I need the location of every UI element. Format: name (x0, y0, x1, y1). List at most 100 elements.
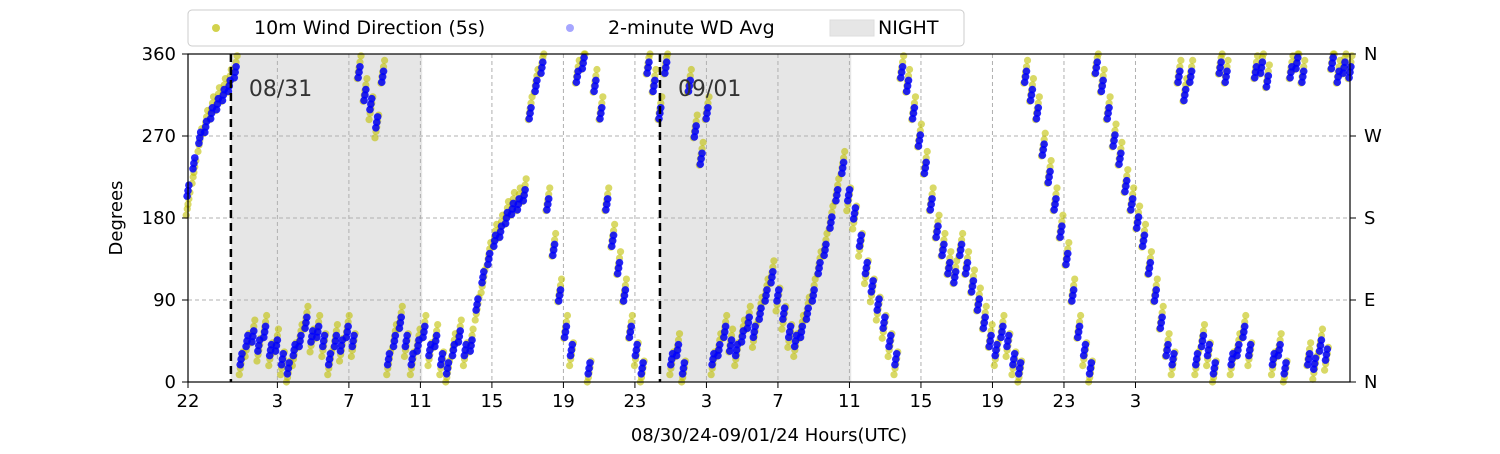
data-point (1077, 311, 1085, 320)
data-point (1193, 349, 1202, 358)
data-point (746, 302, 754, 310)
data-point (1200, 321, 1209, 329)
data-point (839, 158, 848, 167)
data-point (790, 352, 798, 361)
x-tick-label: 22 (177, 391, 200, 412)
data-point (941, 229, 949, 238)
data-point (383, 371, 391, 379)
data-point (527, 103, 535, 112)
data-point (898, 62, 907, 71)
data-point (987, 331, 995, 340)
data-point (303, 313, 311, 322)
data-point (878, 334, 886, 342)
data-point (1100, 65, 1108, 74)
data-point (356, 62, 364, 71)
data-point (249, 327, 258, 335)
data-point (1329, 53, 1338, 62)
data-point (981, 313, 989, 322)
data-point (276, 371, 285, 379)
data-point (436, 371, 444, 379)
data-point (1010, 349, 1019, 358)
data-point (1305, 349, 1314, 358)
data-point (905, 65, 914, 74)
data-point (297, 331, 305, 340)
data-point (347, 352, 355, 361)
data-point (699, 138, 707, 146)
data-point (1187, 67, 1196, 76)
data-point (1223, 67, 1231, 76)
data-point (609, 231, 618, 240)
data-point (951, 267, 960, 276)
data-point (745, 313, 754, 322)
data-point (993, 340, 1001, 349)
data-point (929, 184, 937, 192)
data-point (999, 322, 1007, 331)
data-point (892, 349, 901, 358)
axes: 22 3 7 11 15 19 23 3 7 11 15 19 23 3 0 N 90 E 180 S 270 W 360 N (142, 44, 1382, 412)
legend-label: NIGHT (878, 17, 939, 39)
day-label: 09/01 (678, 77, 741, 102)
data-point (1341, 58, 1349, 66)
data-point (1029, 75, 1038, 83)
data-point (1081, 340, 1090, 349)
data-point (406, 371, 414, 379)
data-point (1117, 149, 1125, 158)
data-point (422, 311, 430, 320)
data-point (238, 349, 246, 358)
data-point (397, 313, 406, 322)
data-point (1321, 366, 1329, 374)
data-point (769, 267, 777, 276)
data-point (990, 362, 998, 370)
data-point (1264, 72, 1273, 80)
data-point (969, 277, 978, 285)
data-point (940, 240, 948, 249)
data-point (533, 76, 541, 85)
data-point (1205, 340, 1214, 349)
data-point (318, 352, 326, 361)
data-point (1136, 202, 1144, 210)
data-point (1258, 58, 1267, 66)
data-point (1128, 195, 1137, 203)
data-point (1203, 362, 1211, 370)
data-point (976, 284, 984, 292)
data-point (704, 103, 712, 112)
data-point (1282, 359, 1290, 367)
data-point (822, 240, 830, 249)
data-points (182, 50, 1356, 386)
data-point (616, 248, 625, 256)
data-point (630, 362, 639, 370)
data-point (253, 357, 261, 365)
data-point (1053, 184, 1061, 192)
legend-swatch-wind-direction (212, 24, 220, 32)
data-point (265, 362, 273, 370)
data-point (727, 336, 736, 344)
data-point (1159, 302, 1167, 310)
data-point (729, 325, 737, 333)
compass-tick-label: E (1364, 290, 1375, 311)
data-point (586, 359, 594, 367)
data-point (480, 267, 488, 276)
data-point (1317, 336, 1326, 344)
data-point (1087, 359, 1096, 367)
data-point (692, 122, 700, 130)
data-point (599, 93, 607, 101)
data-point (1309, 375, 1317, 383)
data-point (1158, 313, 1166, 322)
data-point (563, 311, 572, 320)
data-point (1046, 167, 1054, 176)
data-point (816, 258, 824, 267)
data-point (1111, 131, 1119, 139)
data-point (975, 295, 984, 303)
data-point (391, 331, 400, 340)
data-point (1244, 362, 1252, 370)
legend-swatch-wd-avg (566, 24, 574, 32)
data-point (365, 116, 373, 124)
data-point (687, 65, 695, 74)
data-point (621, 286, 630, 294)
data-point (522, 175, 530, 183)
data-point (1177, 56, 1185, 64)
data-point (335, 357, 344, 365)
data-point (1016, 359, 1025, 367)
data-point (556, 286, 565, 294)
